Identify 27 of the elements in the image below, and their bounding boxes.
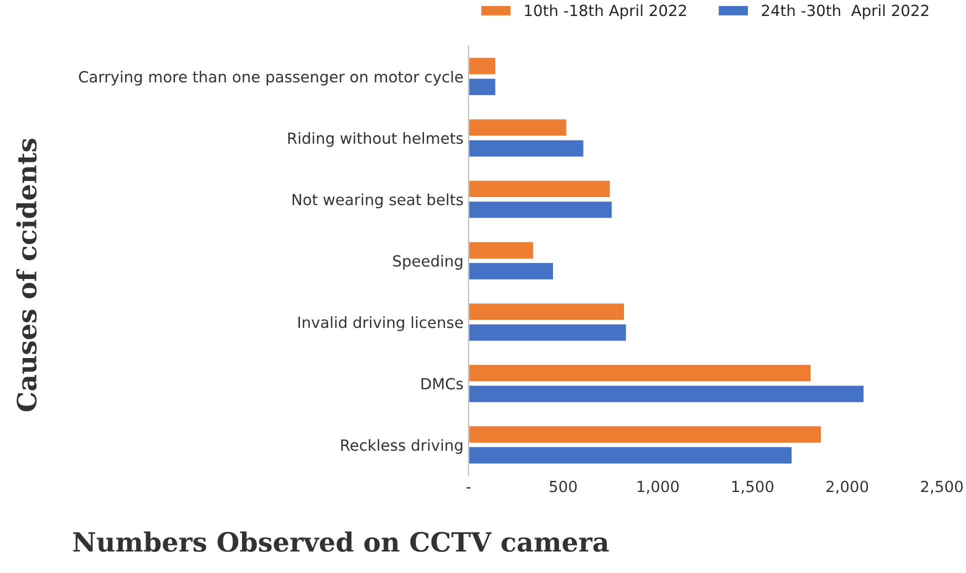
legend-label: 10th -18th April 2022 [525,4,686,20]
y-tick-label: Riding without helmets [288,132,463,147]
y-tick-label: Reckless driving [341,439,462,454]
bar [468,446,793,465]
bar [468,424,822,444]
x-tick-label: 2,000 [826,480,868,494]
y-tick-label: DMCs [422,378,463,390]
x-axis-title: Numbers Observed on CCTV camera [73,531,609,552]
bar [468,384,865,404]
x-tick-label: 2,500 [921,480,963,494]
x-tick-label: - [466,487,471,488]
x-tick-label: 500 [550,480,577,492]
bar [468,56,497,76]
x-tick-label: 1,500 [732,480,774,494]
legend-label: 24th -30th April 2022 [762,4,928,20]
x-tick-label: 1,000 [638,480,679,494]
y-axis-title: Causes of ccidents [16,138,37,412]
y-tick-label: Not wearing seat belts [292,194,463,208]
bar [468,77,497,97]
y-tick-label: Carrying more than one passenger on motor cycle [79,70,463,86]
bar [468,302,626,322]
bar [468,118,568,138]
bar [468,138,585,158]
bar [468,322,628,342]
y-tick-label: Speeding [393,254,462,270]
y-tick-label: Invalid driving license [298,316,463,332]
bar [468,364,812,383]
